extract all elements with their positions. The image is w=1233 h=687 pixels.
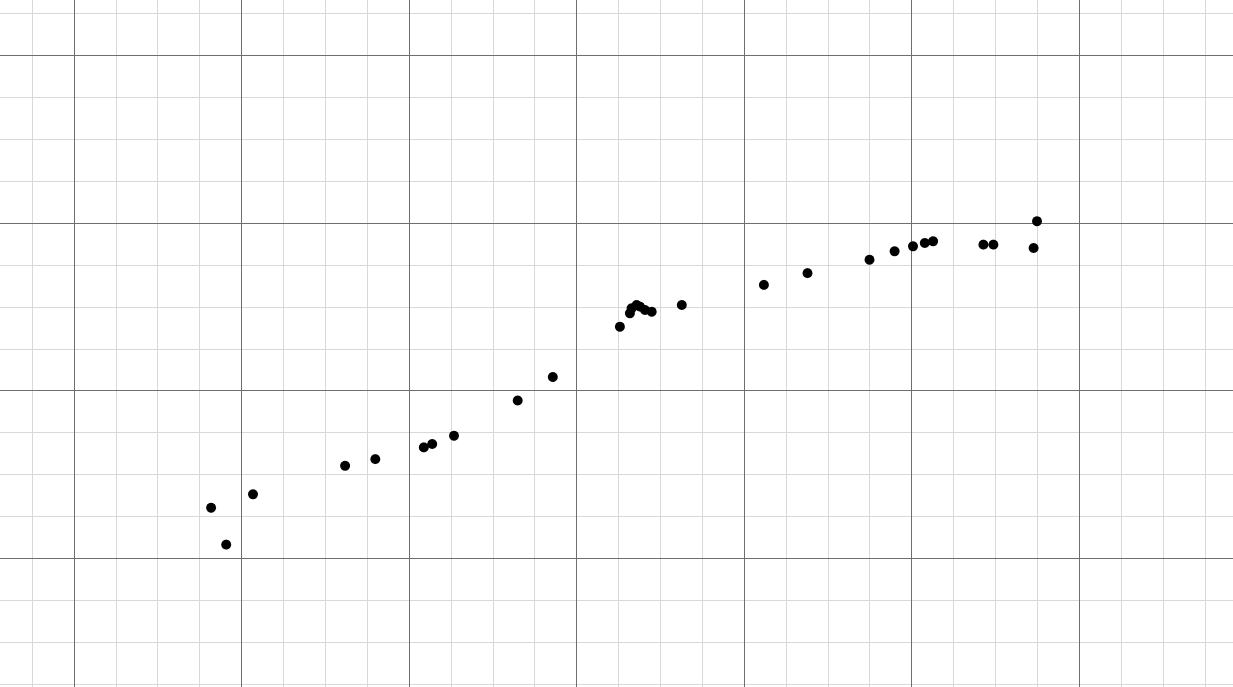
data-point bbox=[646, 306, 657, 317]
data-point bbox=[988, 239, 999, 250]
data-points bbox=[206, 216, 1042, 550]
data-point bbox=[676, 300, 687, 310]
data-point bbox=[427, 439, 438, 449]
data-point bbox=[449, 430, 459, 441]
data-point bbox=[418, 442, 429, 453]
data-point bbox=[370, 454, 381, 465]
data-point bbox=[206, 502, 217, 513]
data-point bbox=[547, 372, 558, 382]
data-point bbox=[512, 395, 523, 406]
data-point bbox=[889, 246, 900, 257]
data-point bbox=[908, 241, 918, 252]
data-point bbox=[758, 279, 769, 290]
data-point bbox=[221, 539, 232, 550]
data-point bbox=[928, 236, 939, 247]
data-point bbox=[802, 268, 813, 279]
data-point bbox=[864, 254, 875, 265]
data-point bbox=[1028, 243, 1039, 253]
data-point bbox=[1032, 216, 1042, 227]
data-point bbox=[340, 460, 351, 471]
data-point bbox=[248, 489, 258, 500]
data-point bbox=[919, 238, 930, 248]
data-point bbox=[978, 239, 989, 250]
data-point bbox=[614, 321, 625, 332]
